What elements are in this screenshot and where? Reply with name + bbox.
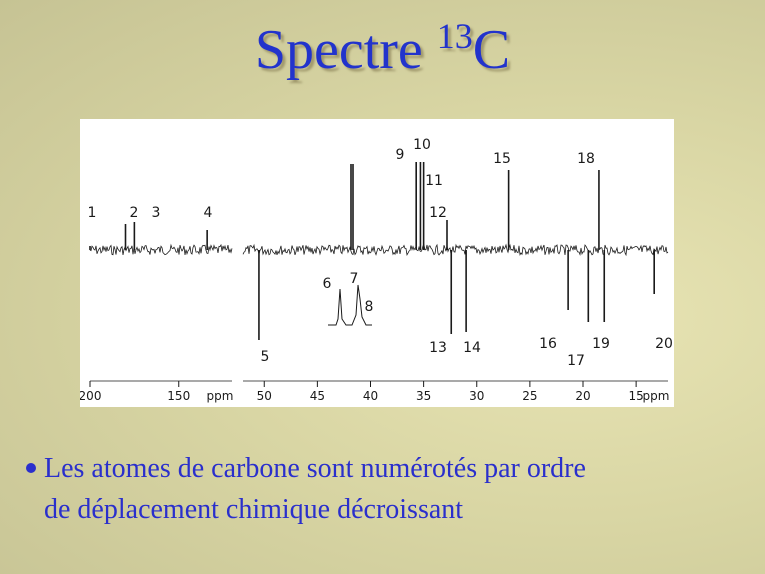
bullet-line-2: de déplacement chimique décroissant	[44, 494, 464, 525]
peak-label: 15	[493, 151, 511, 167]
axis-tick-label: 200	[80, 389, 101, 403]
inset-peak-label: 8	[365, 299, 374, 315]
peak-label: 16	[539, 336, 557, 352]
bullet-line-1: Les atomes de carbone sont numérotés par…	[44, 453, 586, 484]
axis-tick-label: 20	[575, 389, 590, 403]
axis-tick-label: ppm	[207, 389, 234, 403]
peak-label: 2	[130, 205, 139, 221]
peak-label: 17	[567, 353, 585, 369]
peak-label: 1	[88, 205, 97, 221]
spectrum-baseline-left	[89, 243, 233, 256]
inset-peak-label: 6	[323, 276, 332, 292]
peak-label: 11	[425, 173, 443, 189]
axis-tick-label: ppm	[643, 389, 670, 403]
inset-peak-label: 7	[350, 271, 359, 287]
inset-expansion	[328, 284, 372, 326]
peak-label: 14	[463, 340, 481, 356]
axis-tick-label: 30	[469, 389, 484, 403]
bullet-text: Les atomes de carbone sont numérotés par…	[44, 448, 756, 530]
peak-label: 13	[429, 340, 447, 356]
axis-tick-label: 40	[363, 389, 378, 403]
axis-tick-label: 45	[310, 389, 325, 403]
axis-tick-label: 15	[628, 389, 643, 403]
axis-tick-label: 35	[416, 389, 431, 403]
peak-label: 10	[413, 137, 431, 153]
peak-label: 18	[577, 151, 595, 167]
peak-label: 20	[655, 336, 673, 352]
title-tail: C	[472, 19, 511, 81]
peak-label: 9	[396, 147, 405, 163]
peak-label: 19	[592, 336, 610, 352]
title-superscript: 13	[436, 16, 473, 56]
axis-tick-label: 150	[167, 389, 190, 403]
spectrum-baseline-right	[242, 243, 669, 257]
nmr-spectrum-figure: 1 2 3 4 200 150 ppm 5 9 10 11 12 13 14 15 16 17 18 19 20 50 4…	[80, 119, 674, 407]
bullet-dot-icon	[26, 463, 36, 473]
axis-tick-label: 50	[257, 389, 272, 403]
axis-tick-label: 25	[522, 389, 537, 403]
peak-label: 12	[429, 205, 447, 221]
peak-label: 4	[204, 205, 213, 221]
title-main: Spectre	[254, 19, 437, 81]
peak-label: 3	[152, 205, 161, 221]
peak-label: 5	[261, 349, 270, 365]
slide-title: Spectre 13C	[0, 18, 765, 82]
